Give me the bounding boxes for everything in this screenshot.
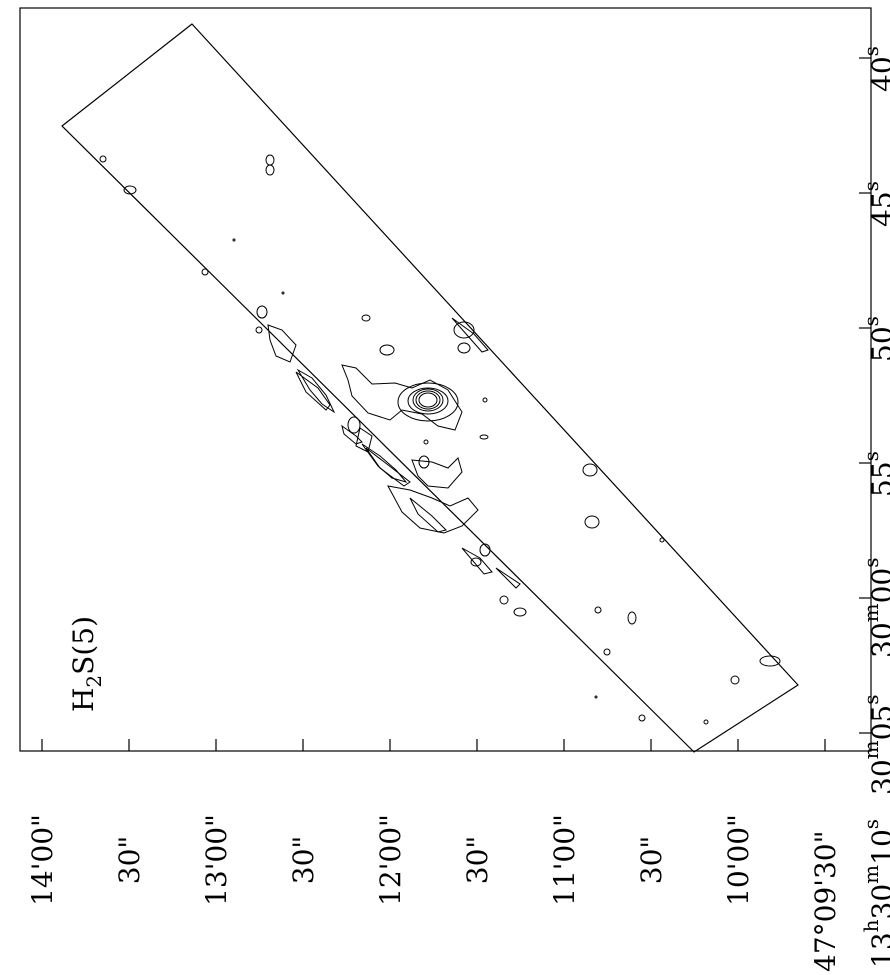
- edge-contour: [365, 447, 411, 487]
- edge-contour: [295, 371, 331, 411]
- ra-tick-label-50s: 50s: [859, 316, 890, 362]
- dec-tick-label: 30": [635, 836, 668, 885]
- small-contour: [256, 305, 268, 319]
- dec-tick-label: 11'00": [548, 814, 581, 906]
- small-contour: [361, 314, 371, 322]
- small-contour: [594, 606, 602, 614]
- svg-text:50s: 50s: [859, 316, 890, 362]
- edge-contour: [341, 424, 363, 445]
- small-contour: [99, 155, 107, 163]
- dec-axis-ticks: [41, 739, 826, 751]
- small-contour: [582, 463, 598, 477]
- svg-text:H2S(5): H2S(5): [67, 616, 106, 712]
- ra-tick-label-13h30m10s: 13h30m10s: [859, 819, 890, 968]
- small-contour: [759, 655, 781, 667]
- svg-text:45s: 45s: [859, 181, 890, 227]
- small-contour: [265, 154, 275, 166]
- ra-tick-labels: 40s 45s 50s 55s 30m00s 30m05s 13h30m10s: [859, 46, 890, 968]
- small-contour: [584, 515, 600, 529]
- small-contour: [659, 537, 665, 543]
- extended-contour-f: [296, 368, 336, 414]
- svg-text:40s: 40s: [859, 46, 890, 92]
- small-contour: [457, 342, 471, 354]
- extended-contour-a: [341, 364, 463, 431]
- edge-contour: [461, 547, 493, 575]
- plot-frame: [19, 7, 872, 752]
- edge-contour: [409, 497, 447, 533]
- small-contour: [730, 675, 740, 685]
- ra-tick-label-05s: 30m05s: [859, 694, 890, 795]
- small-contour: [627, 611, 637, 625]
- peak-contour-1: [415, 390, 441, 410]
- panel-label-main: H: [67, 688, 100, 712]
- small-contour: [603, 648, 611, 656]
- edge-contour: [495, 567, 521, 589]
- dec-tick-label: 47°09'30": [809, 831, 842, 972]
- ra-tick-label-45s: 45s: [859, 181, 890, 227]
- ra-tick-label-40s: 40s: [859, 46, 890, 92]
- small-contour: [123, 185, 137, 195]
- svg-text:55s: 55s: [859, 451, 890, 497]
- ra-tick-label-30m00s: 30m00s: [859, 557, 890, 658]
- dec-tick-labels: 14'00" 30" 13'00" 30" 12'00" 30" 11'00" …: [26, 814, 842, 972]
- dec-tick-label: 14'00": [26, 814, 59, 906]
- dec-tick-label: 10'00": [722, 814, 755, 906]
- emission-contours: [99, 154, 781, 725]
- small-contour: [418, 455, 430, 469]
- small-contour: [423, 439, 429, 445]
- extended-contour-b: [411, 457, 463, 489]
- svg-text:13h30m10s: 13h30m10s: [859, 819, 890, 968]
- panel-label: H2S(5): [67, 616, 106, 712]
- small-contour: [255, 326, 263, 334]
- small-contour: [470, 557, 482, 567]
- small-contour: [201, 268, 209, 276]
- small-contour: [513, 607, 527, 617]
- peak-contour-inner: [418, 392, 438, 408]
- small-contour: [479, 543, 491, 557]
- svg-text:30m00s: 30m00s: [859, 557, 890, 658]
- small-contour: [594, 695, 598, 699]
- small-contour: [453, 321, 475, 339]
- small-contour: [703, 719, 709, 725]
- dec-tick-label: 30": [287, 836, 320, 885]
- extended-contour-e: [267, 324, 297, 363]
- dec-tick-label: 12'00": [374, 814, 407, 906]
- slit-footprint-outline: [61, 23, 799, 753]
- small-contour: [281, 291, 285, 295]
- small-contour: [232, 238, 236, 242]
- peak-contour-outer: [397, 382, 459, 422]
- peak-contour-2: [412, 388, 444, 412]
- ra-tick-label-55s: 55s: [859, 451, 890, 497]
- small-contour: [638, 714, 646, 722]
- edge-contour: [451, 317, 489, 353]
- small-contour: [265, 164, 275, 176]
- ra-axis-ticks: [859, 57, 871, 734]
- dec-tick-label: 30": [113, 836, 146, 885]
- small-contour: [499, 595, 509, 605]
- dec-tick-label: 30": [461, 836, 494, 885]
- panel-label-subscript: 2: [82, 675, 106, 688]
- small-contour: [482, 397, 488, 403]
- small-contour: [479, 434, 489, 440]
- dec-tick-label: 13'00": [200, 814, 233, 906]
- svg-text:30m05s: 30m05s: [859, 694, 890, 795]
- panel-label-rest: S(5): [67, 616, 100, 675]
- peak-contour-3: [407, 387, 449, 415]
- small-contour: [347, 416, 361, 434]
- extended-contour-c: [387, 485, 479, 534]
- small-contour: [379, 344, 395, 356]
- extended-contour-d: [355, 427, 373, 453]
